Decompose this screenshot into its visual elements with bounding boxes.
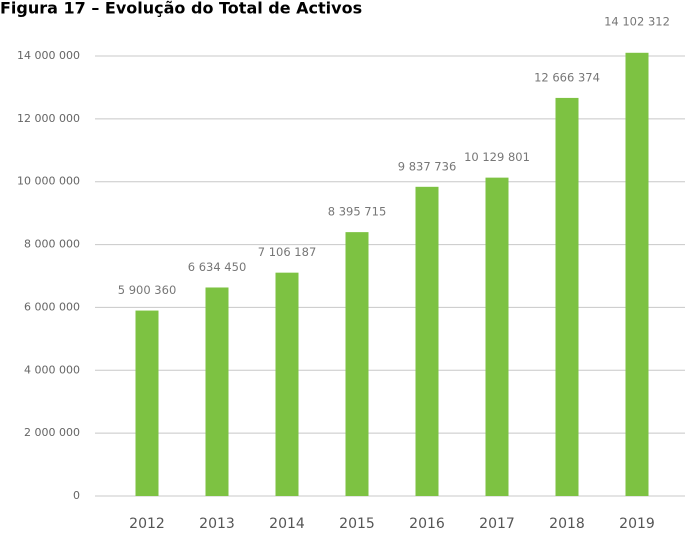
bar: [485, 177, 509, 496]
y-tick-label: 6 000 000: [24, 300, 80, 313]
x-tick-label: 2012: [129, 516, 165, 532]
x-tick-label: 2014: [269, 516, 305, 532]
value-label: 8 395 715: [328, 205, 387, 219]
bar: [555, 97, 579, 496]
bar: [275, 272, 299, 496]
value-label: 10 129 801: [464, 150, 530, 164]
x-tick-label: 2013: [199, 516, 235, 532]
x-tick-label: 2016: [409, 516, 445, 532]
y-tick-label: 8 000 000: [24, 238, 80, 251]
value-label: 14 102 312: [604, 14, 670, 28]
value-label: 9 837 736: [398, 159, 457, 173]
y-tick-label: 12 000 000: [17, 112, 80, 125]
bar: [135, 310, 159, 496]
chart-title: Figura 17 – Evolução do Total de Activos: [0, 0, 362, 18]
y-tick-label: 0: [73, 489, 80, 502]
x-tick-label: 2017: [479, 516, 515, 532]
value-label: 7 106 187: [258, 245, 317, 259]
x-tick-label: 2019: [619, 516, 655, 532]
y-tick-label: 4 000 000: [24, 363, 80, 376]
y-tick-label: 14 000 000: [17, 49, 80, 62]
bar: [345, 232, 369, 496]
x-tick-label: 2018: [549, 516, 585, 532]
bar: [205, 287, 229, 496]
bar: [625, 52, 649, 496]
y-tick-label: 10 000 000: [17, 175, 80, 188]
value-label: 5 900 360: [118, 283, 177, 297]
value-label: 12 666 374: [534, 70, 600, 84]
value-label: 6 634 450: [188, 260, 247, 274]
bar: [415, 186, 439, 496]
y-tick-label: 2 000 000: [24, 426, 80, 439]
x-tick-label: 2015: [339, 516, 375, 532]
